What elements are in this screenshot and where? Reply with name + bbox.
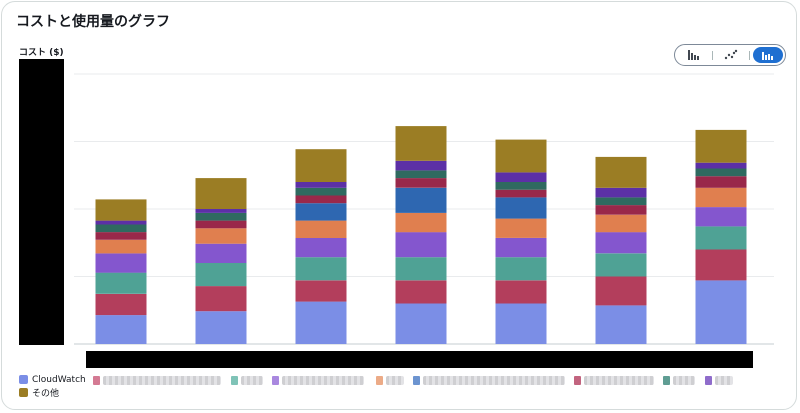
legend-blurred-swatch [705, 376, 712, 385]
bar-segment[interactable] [196, 209, 247, 213]
bar-segment[interactable] [696, 188, 747, 207]
bar-segment[interactable] [596, 157, 647, 188]
bar-segment[interactable] [696, 226, 747, 249]
bar-segment[interactable] [196, 213, 247, 221]
legend-blurred-swatch [231, 376, 238, 385]
bar-segment[interactable] [296, 238, 347, 257]
bar-segment[interactable] [396, 257, 447, 280]
bar-segment[interactable] [596, 188, 647, 198]
legend-blurred-swatch [93, 376, 100, 385]
bar-segment[interactable] [496, 219, 547, 238]
bar-segment[interactable] [596, 205, 647, 215]
bar-segment[interactable] [96, 224, 147, 232]
bar-segment[interactable] [196, 221, 247, 229]
bar-segment[interactable] [396, 161, 447, 171]
legend-blurred-swatch [272, 376, 279, 385]
bar-segment[interactable] [96, 273, 147, 294]
bar-segment[interactable] [496, 238, 547, 257]
bar-segment[interactable] [296, 188, 347, 196]
bar-segment[interactable] [96, 253, 147, 272]
bar-segment[interactable] [96, 240, 147, 254]
bar-segment[interactable] [196, 228, 247, 243]
legend-blurred-label [423, 376, 565, 385]
bar-segment[interactable] [296, 221, 347, 238]
bar-segment[interactable] [96, 232, 147, 240]
legend-blurred-swatch [376, 376, 383, 385]
bar-segment[interactable] [696, 250, 747, 281]
legend-blurred-label [715, 376, 733, 385]
bar-segment[interactable] [396, 304, 447, 345]
bar-segment[interactable] [96, 221, 147, 225]
bar-segment[interactable] [396, 170, 447, 178]
bar-segment[interactable] [196, 263, 247, 286]
bar-segment[interactable] [696, 280, 747, 344]
bar-segment[interactable] [296, 302, 347, 344]
bar-segment[interactable] [296, 182, 347, 188]
legend-swatch [19, 388, 28, 397]
bar-segment[interactable] [96, 315, 147, 344]
bar-segment[interactable] [496, 190, 547, 198]
legend-blurred-swatch [574, 376, 581, 385]
legend-blurred-label [673, 376, 695, 385]
bar-segment[interactable] [296, 203, 347, 220]
legend-label: CloudWatch [32, 375, 86, 385]
bar-segment[interactable] [596, 305, 647, 344]
bar-segment[interactable] [496, 172, 547, 182]
bar-segment[interactable] [696, 130, 747, 163]
bar-segment[interactable] [496, 257, 547, 280]
legend-blurred-label [241, 376, 263, 385]
chart-legend: CloudWatch その他 [19, 373, 86, 399]
bar-segment[interactable] [496, 304, 547, 345]
bar-segment[interactable] [496, 182, 547, 190]
bar-segment[interactable] [296, 280, 347, 301]
bar-segment[interactable] [496, 140, 547, 173]
bar-segment[interactable] [696, 163, 747, 169]
legend-blurred-label [103, 376, 221, 385]
bar-segment[interactable] [496, 197, 547, 218]
bar-segment[interactable] [696, 169, 747, 177]
legend-blurred-swatch [663, 376, 670, 385]
bar-segment[interactable] [696, 207, 747, 226]
bar-segment[interactable] [396, 126, 447, 161]
bar-segment[interactable] [196, 311, 247, 344]
bar-segment[interactable] [396, 213, 447, 232]
bar-segment[interactable] [596, 253, 647, 276]
legend-swatch [19, 375, 28, 384]
redacted-y-axis-ticks [19, 59, 64, 345]
bar-segment[interactable] [196, 178, 247, 209]
bar-segment[interactable] [596, 197, 647, 205]
bar-segment[interactable] [396, 280, 447, 303]
bar-segment[interactable] [196, 286, 247, 311]
legend-blurred-swatch [413, 376, 420, 385]
bar-segment[interactable] [496, 280, 547, 303]
bar-segment[interactable] [696, 176, 747, 188]
bar-segment[interactable] [96, 294, 147, 315]
bar-segment[interactable] [396, 232, 447, 257]
bar-segment[interactable] [596, 277, 647, 306]
bar-segment[interactable] [596, 232, 647, 253]
legend-blurred-label [584, 376, 654, 385]
legend-blurred-label [386, 376, 404, 385]
bar-segment[interactable] [396, 188, 447, 213]
legend-label: その他 [32, 386, 59, 399]
legend-blurred-label [282, 376, 364, 385]
bar-segment[interactable] [596, 215, 647, 232]
bar-segment[interactable] [196, 244, 247, 263]
bar-segment[interactable] [296, 257, 347, 280]
bar-segment[interactable] [396, 178, 447, 188]
bar-segment[interactable] [296, 196, 347, 204]
legend-item-cloudwatch[interactable]: CloudWatch [19, 373, 86, 386]
bar-segment[interactable] [96, 199, 147, 220]
bar-segment[interactable] [296, 149, 347, 182]
redacted-x-axis-ticks [86, 351, 753, 368]
legend-item-other[interactable]: その他 [19, 386, 86, 399]
